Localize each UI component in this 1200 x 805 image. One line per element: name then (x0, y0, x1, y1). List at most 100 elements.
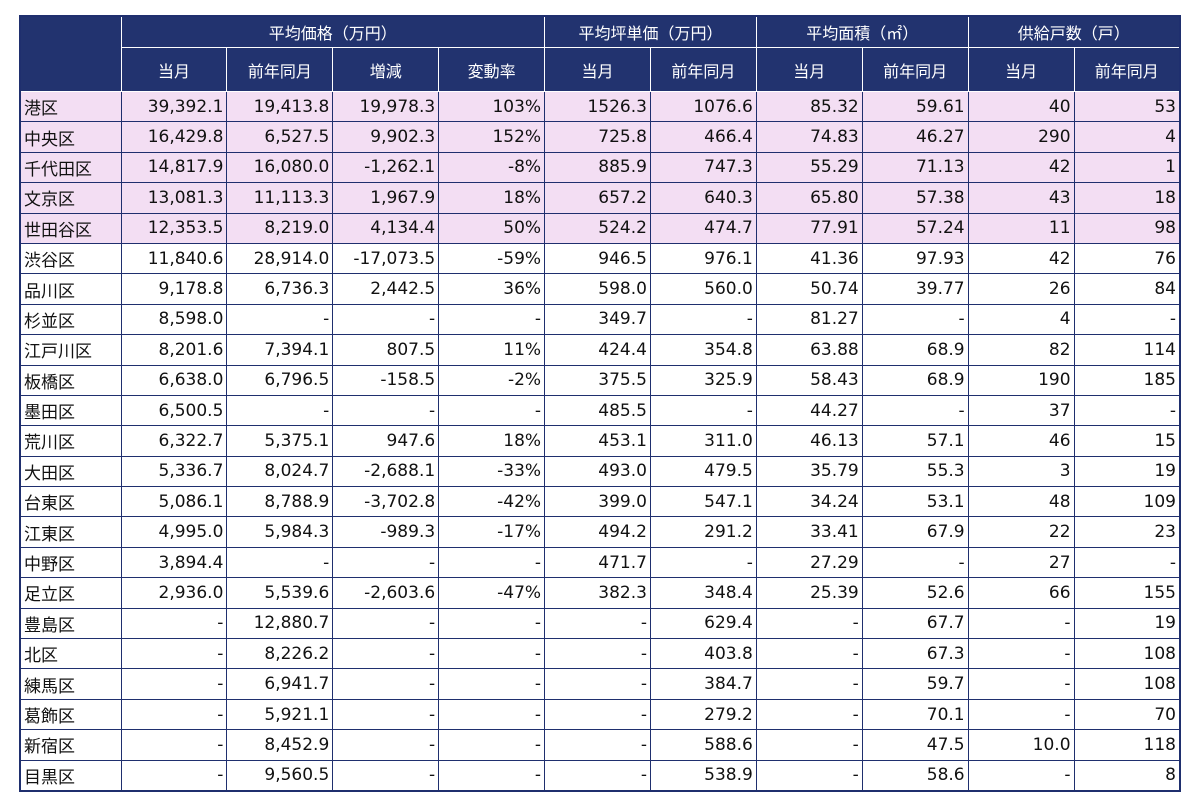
group-header: 平均面積（㎡） (755, 15, 969, 48)
cell: - (649, 394, 757, 427)
cell: 6,527.5 (226, 121, 334, 153)
cell: 494.2 (544, 516, 651, 548)
cell: 5,539.6 (226, 577, 334, 609)
ward-name: 葛飾区 (19, 698, 122, 731)
cell: 1526.3 (544, 90, 651, 123)
cell: 6,500.5 (120, 394, 228, 427)
cell: 466.4 (649, 121, 757, 153)
ward-name: 品川区 (19, 273, 122, 305)
cell: - (438, 668, 546, 700)
cell: -42% (438, 486, 546, 518)
cell: - (861, 394, 969, 427)
cell: 5,336.7 (120, 455, 228, 488)
cell: - (649, 546, 757, 579)
cell: 57.1 (861, 425, 969, 457)
cell: 8,452.9 (226, 729, 334, 761)
cell: 57.24 (861, 212, 969, 244)
cell: 19 (1073, 455, 1181, 488)
cell: 155 (1073, 577, 1181, 609)
cell: 65.80 (755, 182, 863, 214)
cell: - (120, 698, 228, 731)
group-header: 平均坪単価（万円） (544, 15, 757, 48)
cell: 44.27 (755, 394, 863, 427)
cell: 37 (967, 394, 1075, 427)
cell: 68.9 (861, 334, 969, 366)
sub-header-row: 当月 前年同月 増減 変動率 当月 前年同月 当月 前年同月 当月 前年同月 (20, 47, 1181, 92)
cell: 13,081.3 (120, 182, 228, 214)
cell: 19,413.8 (226, 90, 334, 123)
cell: - (332, 607, 440, 640)
cell: 39,392.1 (120, 90, 228, 123)
cell: 560.0 (649, 273, 757, 305)
cell: -47% (438, 577, 546, 609)
cell: - (332, 303, 440, 336)
cell: 4 (1073, 121, 1181, 153)
ward-name: 墨田区 (19, 394, 122, 427)
cell: 58.43 (755, 364, 863, 396)
cell: 190 (967, 364, 1075, 396)
cell: 424.4 (544, 334, 651, 366)
cell: 43 (967, 182, 1075, 214)
cell: 6,638.0 (120, 364, 228, 396)
cell: 1,967.9 (332, 182, 440, 214)
cell: 5,921.1 (226, 698, 334, 731)
data-table: 平均価格（万円） 平均坪単価（万円） 平均面積（㎡） 供給戸数（戸） 当月 前年同月 増減… (19, 15, 1181, 792)
cell: 9,178.8 (120, 273, 228, 305)
ward-name: 北区 (19, 638, 122, 670)
table-row: 葛飾区 -5,921.1- - -279.2-70.1-70 (19, 698, 1181, 731)
cell: - (967, 668, 1075, 700)
cell: 59.61 (861, 90, 969, 123)
cell: 8 (1073, 759, 1181, 792)
ward-name: 豊島区 (19, 607, 122, 640)
cell: 47.5 (861, 729, 969, 761)
cell: 34.24 (755, 486, 863, 518)
sub-header: 当月 (755, 47, 863, 92)
cell: - (861, 303, 969, 336)
cell: 725.8 (544, 121, 651, 153)
table-row: 杉並区 8,598.0- - -349.7-81.27-4- (19, 303, 1181, 336)
cell: - (332, 759, 440, 792)
cell: 71.13 (861, 151, 969, 184)
cell: 58.6 (861, 759, 969, 792)
sub-header: 当月 (967, 47, 1075, 92)
group-header: 平均価格（万円） (120, 15, 546, 48)
table-row: 港区 39,392.1 19,413.8 19,978.3 103% 1526.3 1076… (19, 90, 1181, 123)
ward-name: 荒川区 (19, 425, 122, 457)
ward-name: 江戸川区 (19, 334, 122, 366)
cell: - (332, 668, 440, 700)
table-row: 千代田区 14,817.9 16,080.0 -1,262.1 -8% 885.9 747.… (19, 151, 1181, 184)
cell: - (544, 759, 651, 792)
cell: 9,560.5 (226, 759, 334, 792)
cell: 6,796.5 (226, 364, 334, 396)
cell: 22 (967, 516, 1075, 548)
cell: - (226, 546, 334, 579)
table-row: 世田谷区 12,353.5 8,219.0 4,134.4 50% 524.2 474.7 7… (19, 212, 1181, 244)
table-row: 北区 -8,226.2- - -403.8-67.3-108 (19, 638, 1181, 670)
ward-name: 目黒区 (19, 759, 122, 792)
cell: - (967, 759, 1075, 792)
cell: -989.3 (332, 516, 440, 548)
cell: 8,598.0 (120, 303, 228, 336)
cell: 291.2 (649, 516, 757, 548)
ward-name: 練馬区 (19, 668, 122, 700)
cell: 33.41 (755, 516, 863, 548)
cell: 349.7 (544, 303, 651, 336)
cell: - (438, 729, 546, 761)
cell: 108 (1073, 668, 1181, 700)
cell: 538.9 (649, 759, 757, 792)
cell: 1 (1073, 151, 1181, 184)
cell: - (755, 668, 863, 700)
cell: - (544, 698, 651, 731)
cell: 384.7 (649, 668, 757, 700)
cell: - (755, 729, 863, 761)
cell: 4,134.4 (332, 212, 440, 244)
cell: - (438, 546, 546, 579)
cell: 108 (1073, 638, 1181, 670)
cell: 493.0 (544, 455, 651, 488)
cell: 57.38 (861, 182, 969, 214)
cell: 3 (967, 455, 1075, 488)
cell: 8,219.0 (226, 212, 334, 244)
cell: 66 (967, 577, 1075, 609)
cell: - (861, 546, 969, 579)
